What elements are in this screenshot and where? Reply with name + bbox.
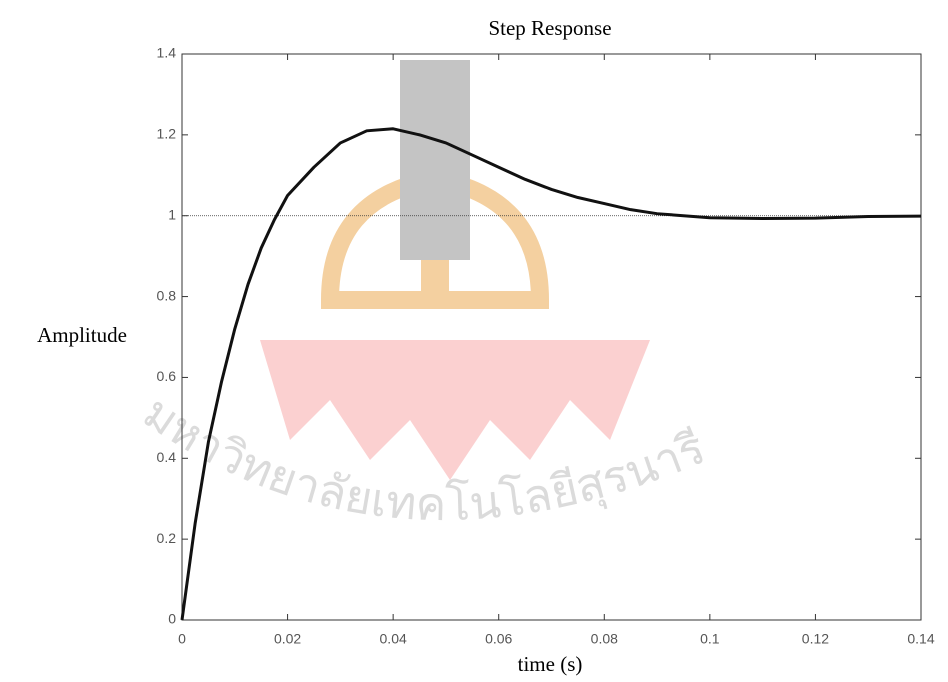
y-tick-label: 0.8 <box>157 287 177 303</box>
x-tick-label: 0.04 <box>380 631 407 647</box>
y-tick-label: 0.4 <box>157 449 177 465</box>
y-tick-label: 0.2 <box>157 530 177 546</box>
watermark-logo <box>260 340 650 480</box>
x-axis-label: time (s) <box>518 652 583 676</box>
plot-frame <box>181 53 922 621</box>
y-tick-label: 0.6 <box>157 368 177 384</box>
x-tick-label: 0.1 <box>700 631 720 647</box>
watermark-logo <box>400 60 470 260</box>
x-tick-label: 0.14 <box>907 631 934 647</box>
y-tick-label: 0 <box>168 611 176 627</box>
y-tick-label: 1 <box>168 206 176 222</box>
x-tick-label: 0.06 <box>485 631 512 647</box>
x-tick-label: 0 <box>178 631 186 647</box>
x-tick-label: 0.12 <box>802 631 829 647</box>
y-tick-label: 1.4 <box>157 45 177 61</box>
x-tick-label: 0.08 <box>591 631 618 647</box>
line-series <box>180 127 922 621</box>
watermark <box>260 60 650 480</box>
y-tick-label: 1.2 <box>157 126 177 142</box>
x-tick-label: 0.02 <box>274 631 301 647</box>
chart-title: Step Response <box>488 16 611 40</box>
y-axis-label: Amplitude <box>37 323 127 347</box>
